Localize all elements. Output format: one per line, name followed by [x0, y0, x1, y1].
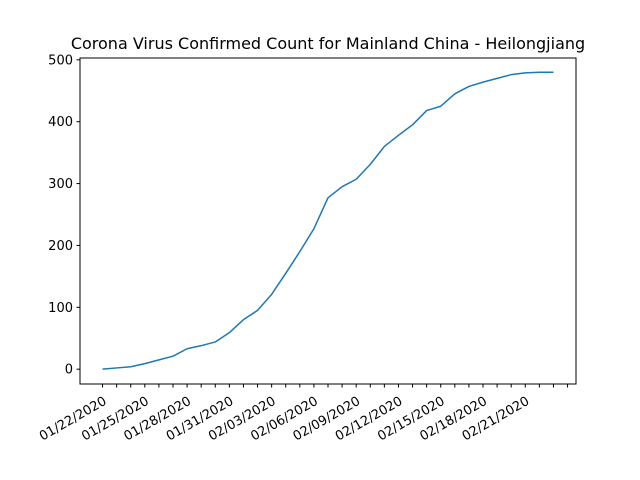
series-line — [102, 71, 554, 370]
plot-frame — [79, 57, 577, 385]
y-tick-label: 0 — [65, 363, 73, 378]
y-tick-label: 200 — [48, 239, 73, 254]
y-tick-label: 100 — [48, 301, 73, 316]
y-tick-label: 300 — [48, 177, 73, 192]
y-tick-label: 500 — [48, 53, 73, 68]
y-tick-label: 400 — [48, 115, 73, 130]
chart-title: Corona Virus Confirmed Count for Mainlan… — [71, 34, 585, 53]
